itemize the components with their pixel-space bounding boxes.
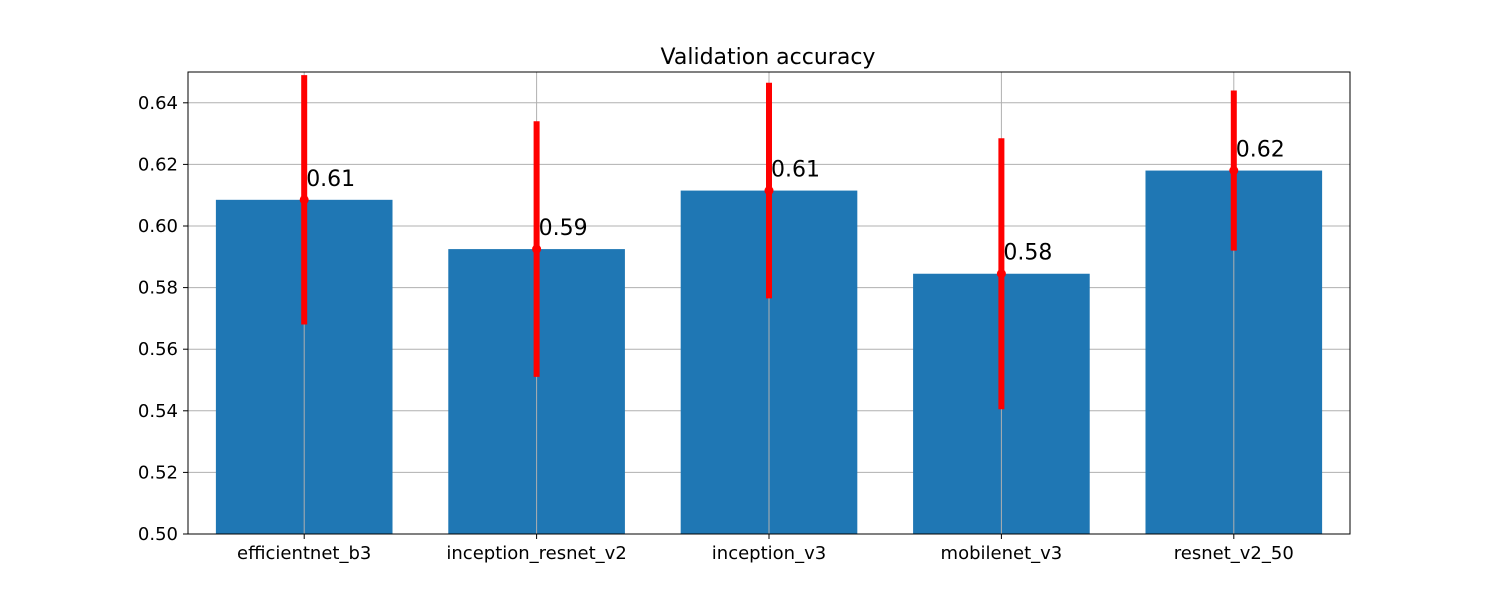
y-tick-label: 0.52 [138, 462, 178, 483]
y-tick-label: 0.50 [138, 524, 178, 545]
x-tick-label: mobilenet_v3 [941, 543, 1063, 564]
y-tick-label: 0.60 [138, 216, 178, 237]
x-tick-label: inception_v3 [712, 543, 826, 564]
y-tick-label: 0.64 [138, 93, 178, 114]
y-tick-label: 0.58 [138, 278, 178, 299]
y-axis-ticks: 0.50 0.52 0.54 0.56 0.58 0.60 0.62 0.64 [138, 93, 188, 545]
x-axis-ticks: efficientnet_b3 inception_resnet_v2 incept… [237, 534, 1294, 564]
y-tick-label: 0.54 [138, 401, 178, 422]
chart-title: Validation accuracy [661, 45, 876, 70]
error-bar-marker [996, 269, 1006, 279]
data-label-layer: 0.61 0.59 0.61 0.58 0.62 [306, 138, 1285, 266]
y-tick-label: 0.62 [138, 154, 178, 175]
data-label: 0.59 [539, 216, 588, 241]
error-bar-marker [532, 244, 542, 254]
error-bar-marker [764, 186, 774, 196]
data-label: 0.61 [306, 167, 355, 192]
x-tick-label: efficientnet_b3 [237, 543, 371, 564]
error-bar-marker [299, 195, 309, 205]
bar-layer [215, 72, 1323, 534]
y-tick-label: 0.56 [138, 339, 178, 360]
error-bar-marker [1229, 166, 1239, 176]
error-bar-layer [299, 75, 1239, 410]
data-label: 0.62 [1236, 138, 1285, 163]
data-label: 0.58 [1003, 241, 1052, 266]
x-tick-label: inception_resnet_v2 [446, 543, 626, 564]
x-tick-label: resnet_v2_50 [1174, 543, 1294, 564]
data-label: 0.61 [771, 158, 820, 183]
